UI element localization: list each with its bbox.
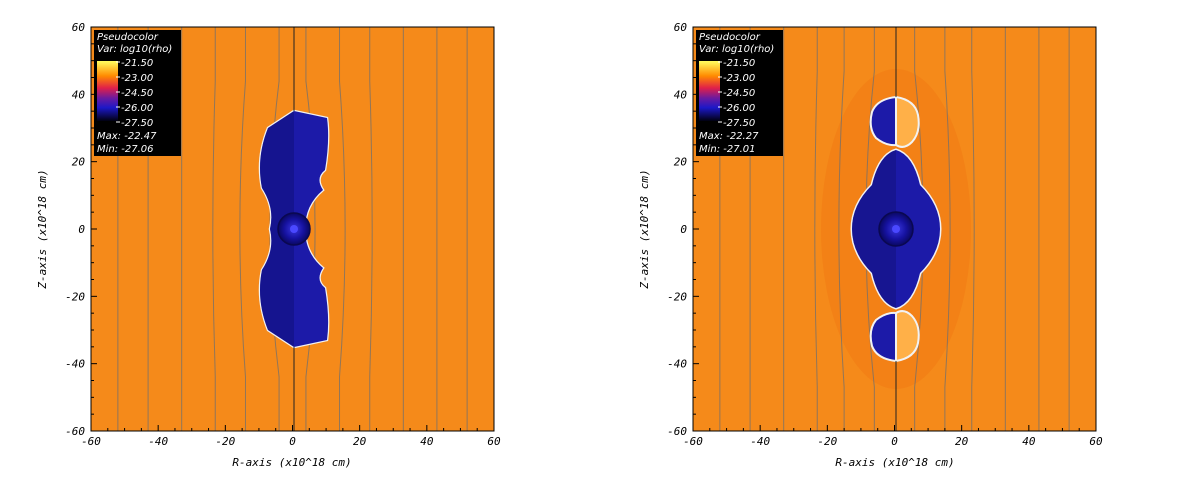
colorbar-tick-label: -24.50: [723, 88, 755, 99]
legend-max: Max: -22.27: [699, 131, 759, 142]
x-tick-label: 40: [1022, 435, 1036, 448]
x-tick-label: -60: [81, 435, 101, 448]
colorbar-scale: -21.50 -23.00 -24.50 -26.00 -27.50: [718, 58, 755, 129]
upper-cap: [869, 95, 897, 147]
field-line: [944, 27, 951, 431]
axes: -60 -40 -20 0 20 40 60 60 40 20 0 -20 -40 -60: [65, 21, 501, 448]
y-tick-label: -20: [65, 290, 85, 303]
lens-shadow: [852, 150, 896, 308]
colorbar: [97, 61, 118, 121]
upper-cap-rim: [895, 95, 920, 148]
x-tick-label: 60: [487, 435, 501, 448]
field-lines: [117, 27, 468, 431]
y-tick-label: 40: [674, 88, 688, 101]
colorbar-tick-label: -21.50: [723, 58, 755, 69]
central-source-core: [290, 225, 298, 233]
y-tick-label: 60: [72, 21, 86, 34]
colorbar-tick-label: -26.00: [723, 103, 755, 114]
x-tick-label: 0: [289, 435, 296, 448]
field-line: [212, 27, 216, 431]
y-tick-label: -40: [667, 358, 687, 371]
axes: -60 -40 -20 0 20 40 60 60 40 20 0 -20 -40 -60: [667, 21, 1103, 448]
y-tick-label: -60: [65, 425, 85, 438]
y-tick-label: -40: [65, 358, 85, 371]
y-tick-label: 0: [680, 223, 687, 236]
x-axis-label: R-axis (x10^18 cm): [835, 456, 954, 469]
x-tick-label: 60: [1089, 435, 1103, 448]
colorbar-tick-label: -27.50: [121, 118, 153, 129]
field-line: [339, 27, 346, 431]
y-axis-label: Z-axis (x10^18 cm): [36, 169, 49, 289]
x-axis-label: R-axis (x10^18 cm): [232, 456, 351, 469]
field-line: [239, 27, 246, 431]
y-tick-label: 20: [72, 156, 86, 169]
field-line: [838, 27, 845, 431]
field-line: [814, 27, 818, 431]
colorbar-tick-label: -26.00: [121, 103, 153, 114]
legend-header: Pseudocolor: [699, 32, 761, 43]
y-tick-label: -20: [667, 290, 687, 303]
x-tick-label: -40: [750, 435, 770, 448]
colorbar-legend: Pseudocolor Var: log10(rho) -21.50 -23.00…: [696, 30, 783, 156]
legend-min: Min: -27.01: [699, 144, 756, 155]
legend-variable: Var: log10(rho): [97, 44, 172, 55]
plot-panel-left: -60 -40 -20 0 20 40 60 60 40 20 0 -20 -40 -60 R-axis …: [36, 21, 501, 469]
lower-cap-rim: [895, 310, 920, 363]
colorbar-tick-label: -24.50: [121, 88, 153, 99]
legend-min: Min: -27.06: [97, 144, 154, 155]
lower-cap: [869, 311, 897, 363]
x-tick-label: -20: [817, 435, 837, 448]
y-tick-label: -60: [667, 425, 687, 438]
colorbar: [699, 61, 720, 121]
colorbar-tick-label: -27.50: [723, 118, 755, 129]
x-tick-label: 40: [420, 435, 434, 448]
colorbar-tick-label: -21.50: [121, 58, 153, 69]
legend-header: Pseudocolor: [97, 32, 159, 43]
x-tick-label: 20: [955, 435, 969, 448]
colorbar-scale: -21.50 -23.00 -24.50 -26.00 -27.50: [116, 58, 153, 129]
legend-variable: Var: log10(rho): [699, 44, 774, 55]
x-tick-label: 0: [891, 435, 898, 448]
colorbar-tick-label: -23.00: [723, 73, 755, 84]
colorbar-legend: Pseudocolor Var: log10(rho) -21.50 -23.00…: [94, 30, 181, 156]
density-map: [117, 27, 468, 431]
y-tick-label: 20: [674, 156, 688, 169]
colorbar-tick-label: -23.00: [121, 73, 153, 84]
x-tick-label: 20: [353, 435, 367, 448]
x-tick-label: -40: [148, 435, 168, 448]
y-axis-label: Z-axis (x10^18 cm): [638, 169, 651, 289]
y-tick-label: 40: [72, 88, 86, 101]
x-tick-label: -60: [683, 435, 703, 448]
field-line: [305, 27, 316, 431]
y-tick-label: 60: [674, 21, 688, 34]
central-source-core: [892, 225, 900, 233]
field-line: [971, 27, 975, 431]
legend-max: Max: -22.47: [97, 131, 157, 142]
cavity-shadow: [260, 111, 294, 347]
density-map: [719, 27, 1070, 431]
x-tick-label: -20: [215, 435, 235, 448]
field-line: [369, 27, 373, 431]
plot-panel-right: -60 -40 -20 0 20 40 60 60 40 20 0 -20 -40 -60 R-axis …: [638, 21, 1103, 469]
y-tick-label: 0: [78, 223, 85, 236]
